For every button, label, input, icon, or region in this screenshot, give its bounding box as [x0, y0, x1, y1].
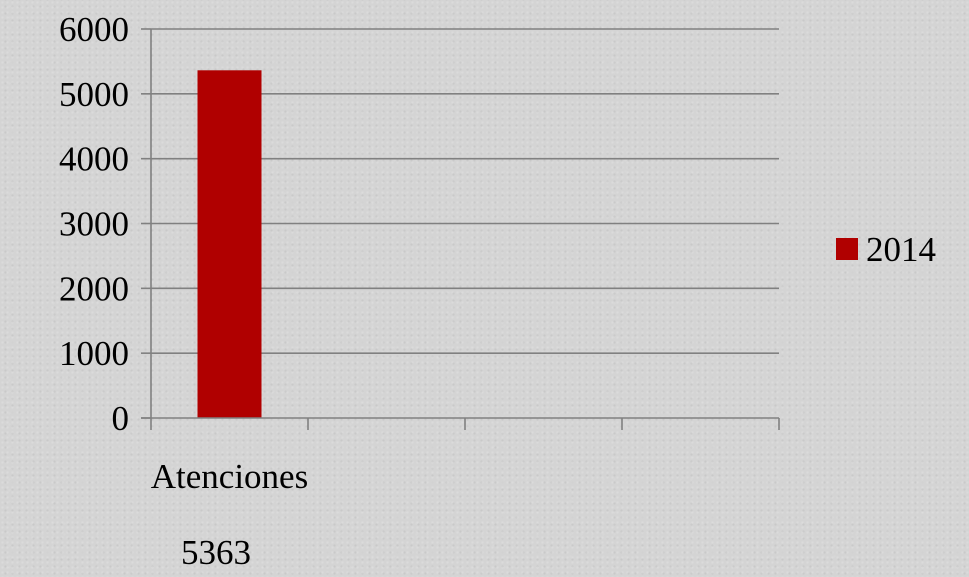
- bars: [197, 70, 262, 419]
- legend-swatch-2014: [836, 238, 858, 260]
- x-tick-labels: Atenciones: [151, 457, 308, 496]
- bar-atenciones-2014: [197, 70, 262, 419]
- y-tick-label-4000: 4000: [59, 140, 129, 179]
- y-tick-label-5000: 5000: [59, 75, 129, 114]
- legend-label-2014: 2014: [866, 230, 936, 269]
- y-tick-label-2000: 2000: [59, 269, 129, 308]
- y-tick-label-3000: 3000: [59, 205, 129, 244]
- legend: 2014: [836, 230, 936, 269]
- value-caption: 5363: [181, 533, 251, 572]
- y-tick-labels: 0 1000 2000 3000 4000 5000 6000: [59, 10, 129, 438]
- y-tick-label-0: 0: [112, 399, 130, 438]
- y-tick-label-6000: 6000: [59, 10, 129, 49]
- x-tick-label-0: Atenciones: [151, 457, 308, 496]
- y-tick-label-1000: 1000: [59, 334, 129, 373]
- axes: [141, 28, 780, 430]
